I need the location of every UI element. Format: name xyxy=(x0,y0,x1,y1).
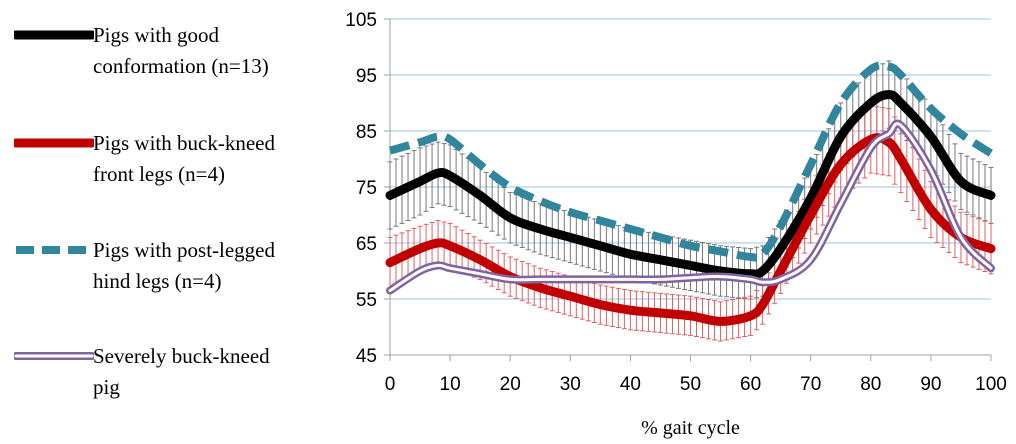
legend: Pigs with good conformation (n=13) Pigs … xyxy=(0,0,330,444)
legend-swatch-teal-dashed-line xyxy=(16,246,92,254)
y-tick-label-85: 85 xyxy=(356,122,377,143)
x-tick-label-0: 0 xyxy=(385,374,396,395)
grid xyxy=(390,18,991,300)
legend-label-line-2: hind legs (n=4) xyxy=(93,269,222,293)
x-tick-label-20: 20 xyxy=(500,374,521,395)
series-2-line xyxy=(388,61,994,262)
tick-labels: 45 55 65 75 85 95 105 0 10 20 30 40 50 60 70 80 90 100 xyxy=(345,10,1007,395)
series-lines xyxy=(385,61,996,326)
y-tick-label-65: 65 xyxy=(356,234,377,255)
legend-swatch-red-line xyxy=(14,138,94,148)
x-tick-label-90: 90 xyxy=(920,374,941,395)
x-tick-label-80: 80 xyxy=(860,374,881,395)
y-tick-label-45: 45 xyxy=(356,346,377,367)
x-tick-label-70: 70 xyxy=(800,374,821,395)
series-1-line xyxy=(385,133,996,326)
x-tick-label-50: 50 xyxy=(680,374,701,395)
legend-swatch-black-line xyxy=(14,30,94,40)
y-tick-label-105: 105 xyxy=(345,10,377,31)
y-tick-label-75: 75 xyxy=(356,178,377,199)
legend-label-line-1: Pigs with buck-kneed xyxy=(93,131,275,155)
legend-label-line-2: pig xyxy=(93,375,120,399)
legend-label-line-2: conformation (n=13) xyxy=(93,54,269,78)
y-tick-label-95: 95 xyxy=(356,66,377,87)
y-tick-label-55: 55 xyxy=(356,290,377,311)
legend-label-line-1: Pigs with good xyxy=(93,23,220,47)
series-3-line-inner xyxy=(388,122,993,293)
series-0-line xyxy=(385,90,996,279)
x-tick-label-30: 30 xyxy=(560,374,581,395)
x-tick-label-60: 60 xyxy=(740,374,761,395)
legend-swatch-purple-double-line xyxy=(14,352,94,360)
x-tick-label-40: 40 xyxy=(620,374,641,395)
legend-label-line-1: Pigs with post-legged xyxy=(93,238,275,262)
x-tick-label-100: 100 xyxy=(975,374,1007,395)
legend-label-line-2: front legs (n=4) xyxy=(93,162,225,186)
x-axis-label: % gait cycle xyxy=(641,417,740,439)
x-tick-label-10: 10 xyxy=(440,374,461,395)
legend-label-line-1: Severely buck-kneed xyxy=(93,344,270,368)
